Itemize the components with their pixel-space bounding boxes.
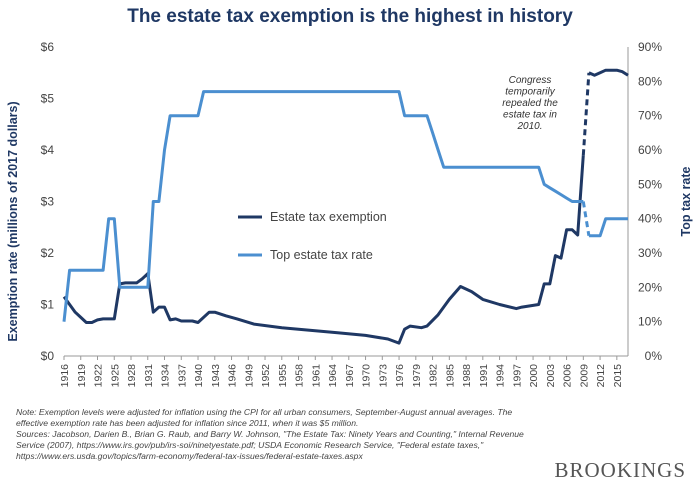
legend-label-tax-rate: Top estate tax rate: [270, 248, 373, 262]
x-tick-label: 1946: [227, 364, 239, 388]
x-tick-label: 1949: [243, 364, 255, 388]
x-tick-label: 1976: [394, 364, 406, 388]
y-left-tick-label: $4: [41, 143, 55, 157]
series-lines: [62, 68, 629, 345]
series-line-after-exemption: [588, 68, 629, 77]
x-tick-label: 1943: [210, 364, 222, 388]
x-tick-label: 1922: [93, 364, 105, 388]
axes: $0 $1 $2 $3 $4 $5 $6 0% 10% 20% 30% 40% 50% 60% 70% 80%…: [6, 40, 693, 387]
x-tick-label: 1958: [294, 364, 306, 388]
x-tick-label: 1991: [478, 364, 490, 388]
brookings-logo: BROOKINGS: [554, 458, 686, 482]
legend-label-exemption: Estate tax exemption: [270, 210, 387, 224]
chart-title: The estate tax exemption is the highest …: [127, 6, 573, 27]
x-tick-label: 1985: [444, 364, 456, 388]
x-tick-label: 2009: [578, 364, 590, 388]
chart-area: $0 $1 $2 $3 $4 $5 $6 0% 10% 20% 30% 40% 50% 60% 70% 80%…: [6, 40, 693, 387]
y-left-tick-label: $0: [41, 349, 55, 363]
x-tick-label: 1919: [76, 364, 88, 388]
y-right-tick-label: 40%: [638, 212, 662, 226]
x-tick-label: 2006: [562, 364, 574, 388]
y-left-tick-label: $2: [41, 246, 55, 260]
annotation-text-line: Congress: [509, 75, 552, 86]
x-tick-label: 2000: [528, 364, 540, 388]
x-tick-label: 1970: [361, 364, 373, 388]
x-tick-label: 1940: [193, 364, 205, 388]
y-left-tick-label: $6: [41, 40, 55, 54]
y-right-tick-label: 0%: [645, 349, 663, 363]
y-right-axis-title: Top tax rate: [679, 166, 693, 236]
x-tick-label: 1952: [260, 364, 272, 388]
x-tick-label: 1955: [277, 364, 289, 388]
y-right-tick-label: 80%: [638, 74, 662, 88]
x-tick-label: 1925: [109, 364, 121, 388]
y-right-tick-label: 60%: [638, 143, 662, 157]
source-note: Note: Exemption levels were adjusted for…: [16, 407, 524, 461]
annotation-text-line: temporarily: [505, 87, 555, 98]
y-right-tick-label: 70%: [638, 109, 662, 123]
y-left-tick-label: $1: [41, 298, 55, 312]
y-right-tick-label: 30%: [638, 246, 662, 260]
x-tick-label: 1916: [59, 364, 71, 388]
y-left-tick-label: $3: [41, 195, 55, 209]
series-line-after-tax-rate: [588, 217, 628, 238]
y-left-axis-title: Exemption rate (millions of 2017 dollars…: [6, 101, 20, 341]
x-tick-label: 1964: [327, 364, 339, 388]
x-tick-label: 1982: [428, 364, 440, 388]
x-tick-label: 1988: [461, 364, 473, 388]
x-tick-label: 1997: [511, 364, 523, 388]
x-tick-label: 2003: [545, 364, 557, 388]
series-dashed-exemption: [581, 72, 591, 156]
x-tick-label: 1934: [160, 364, 172, 388]
series-dashed-tax-rate: [581, 201, 591, 237]
annotation-text-line: repealed the: [502, 98, 558, 109]
annotation-text-line: estate tax in: [503, 110, 557, 121]
y-right-tick-label: 10%: [638, 315, 662, 329]
x-tick-label: 1979: [411, 364, 423, 388]
series-line-exemption: [62, 155, 585, 345]
x-tick-label: 1937: [176, 364, 188, 388]
x-tick-label: 1931: [143, 364, 155, 388]
y-left-tick-label: $5: [41, 92, 55, 106]
y-right-tick-label: 50%: [638, 177, 662, 191]
x-tick-label: 2012: [595, 364, 607, 388]
series-line-tax-rate: [62, 90, 584, 322]
legend: Estate tax exemption Top estate tax rate: [238, 210, 387, 262]
x-tick-label: 1994: [495, 364, 507, 388]
y-right-tick-label: 20%: [638, 280, 662, 294]
x-tick-label: 1961: [310, 364, 322, 388]
x-tick-label: 1928: [126, 364, 138, 388]
annotation-text-line: 2010.: [516, 121, 542, 132]
x-tick-label: 2015: [612, 364, 624, 388]
x-tick-label: 1967: [344, 364, 356, 388]
x-tick-label: 1973: [377, 364, 389, 388]
y-right-tick-label: 90%: [638, 40, 662, 54]
